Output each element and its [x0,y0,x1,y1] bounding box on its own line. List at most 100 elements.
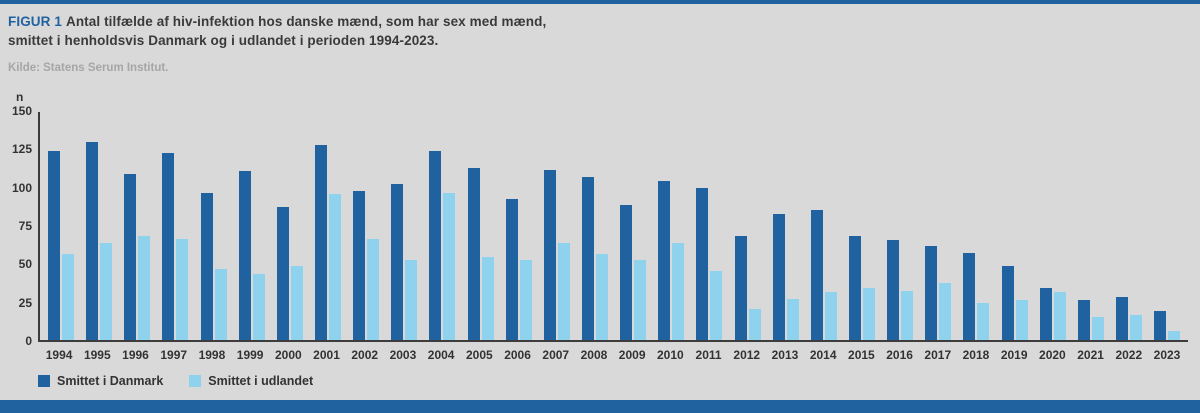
bar-smittet-i-danmark-2013 [772,214,785,340]
x-axis-label-2016: 2016 [886,348,913,362]
bar-smittet-i-danmark-2001 [315,145,328,340]
x-axis-label-2001: 2001 [313,348,340,362]
x-axis-label-2023: 2023 [1153,348,1181,362]
bar-smittet-i-danmark-2000 [276,206,289,340]
bar-group-2018 [957,112,995,340]
x-axis-label-1998: 1998 [198,348,226,362]
bar-smittet-i-udlandet-1996 [138,235,151,340]
bar-group-2015 [843,112,881,340]
y-axis-tick-label: 25 [18,295,32,310]
bar-group-1996 [118,112,156,340]
bar-group-2003 [385,112,423,340]
bar-group-2001 [309,112,347,340]
bar-smittet-i-udlandet-2008 [596,254,609,340]
legend-swatch [38,375,50,387]
x-axis-label-2020: 2020 [1039,348,1066,362]
x-axis-label-2015: 2015 [848,348,875,362]
x-axis-label-2014: 2014 [809,348,837,362]
bar-smittet-i-danmark-2016 [887,240,900,340]
bar-smittet-i-danmark-1997 [162,152,175,340]
bars-container [40,112,1188,340]
bar-smittet-i-udlandet-2012 [748,309,761,340]
bar-smittet-i-udlandet-2003 [405,260,418,340]
legend: Smittet i Danmark Smittet i udlandet [38,374,313,388]
bar-smittet-i-danmark-2017 [925,246,938,340]
bar-group-2002 [347,112,385,340]
bar-smittet-i-danmark-2008 [582,177,595,340]
bar-smittet-i-udlandet-2020 [1053,292,1066,340]
bar-smittet-i-udlandet-2018 [977,303,990,340]
bar-smittet-i-danmark-2007 [543,169,556,340]
bar-smittet-i-udlandet-2011 [710,271,723,340]
bar-group-2017 [919,112,957,340]
bar-group-2009 [614,112,652,340]
bar-smittet-i-danmark-2009 [620,205,633,340]
x-axis-label-1997: 1997 [160,348,188,362]
bar-smittet-i-danmark-2004 [429,151,442,340]
chart-header: FIGUR 1 Antal tilfælde af hiv-infektion h… [8,12,1192,74]
x-axis-label-2013: 2013 [771,348,799,362]
bar-smittet-i-danmark-2011 [696,188,709,340]
x-axis-label-2010: 2010 [657,348,684,362]
bar-smittet-i-udlandet-1997 [176,238,189,340]
bar-smittet-i-danmark-2010 [658,180,671,340]
y-axis-tick-label: 125 [11,142,32,157]
bar-chart: 0 25 50 75 100 125 150 1994 1995 1996 1997 1998 199… [8,104,1188,402]
bottom-accent-bar [0,400,1200,413]
top-accent-bar [0,0,1200,4]
y-axis-tick-label: 0 [25,334,32,348]
bar-smittet-i-danmark-2002 [353,191,366,340]
bar-group-1997 [156,112,194,340]
figure-label: FIGUR 1 [8,14,62,29]
bar-smittet-i-udlandet-2015 [863,287,876,340]
chart-title-text: Antal tilfælde af hiv-infektion hos dans… [65,14,547,29]
bar-group-2014 [805,112,843,340]
chart-title-line1: FIGUR 1 Antal tilfælde af hiv-infektion h… [8,12,1192,31]
x-axis-label-2019: 2019 [1000,348,1028,362]
bar-smittet-i-udlandet-2005 [481,257,494,340]
bar-smittet-i-udlandet-2021 [1091,317,1104,340]
x-axis-label-1995: 1995 [83,348,111,362]
source-text: Kilde: Statens Serum Institut. [8,62,169,74]
bar-smittet-i-danmark-2015 [849,235,862,340]
legend-swatch [189,375,202,387]
bar-group-1998 [195,112,233,340]
bar-smittet-i-udlandet-2007 [557,243,570,340]
bar-smittet-i-udlandet-2002 [367,238,380,340]
bar-smittet-i-danmark-1996 [124,174,137,340]
bar-group-2005 [462,112,500,340]
bar-smittet-i-danmark-2022 [1116,297,1128,340]
bar-smittet-i-danmark-2014 [810,209,823,340]
bar-smittet-i-udlandet-1999 [252,274,265,340]
x-axis-label-2007: 2007 [542,348,570,362]
x-axis-label-2002: 2002 [351,348,379,362]
bar-smittet-i-danmark-2021 [1077,300,1090,340]
x-axis-label-2005: 2005 [465,348,493,362]
bar-smittet-i-udlandet-1995 [100,243,113,340]
plot-area [38,112,1188,342]
bar-smittet-i-danmark-1999 [238,171,251,340]
bar-group-2007 [538,112,576,340]
x-axis-label-2009: 2009 [618,348,646,362]
x-axis-label-2021: 2021 [1077,348,1104,362]
y-axis-tick-label: 50 [18,257,32,272]
x-axis-label-2011: 2011 [695,348,722,362]
bar-group-1995 [80,112,118,340]
bar-group-2019 [996,112,1034,340]
bar-group-2004 [423,112,461,340]
bar-smittet-i-udlandet-2017 [939,283,952,340]
x-axis-label-2012: 2012 [733,348,761,362]
bar-smittet-i-danmark-2005 [467,168,480,340]
x-axis-label-2004: 2004 [427,348,455,362]
bar-smittet-i-udlandet-2014 [824,292,837,340]
x-axis-label-2017: 2017 [924,348,952,362]
bar-smittet-i-danmark-1998 [200,192,213,340]
bar-group-2023 [1148,112,1186,340]
legend-item-smittet-i-danmark: Smittet i Danmark [38,374,163,388]
bar-smittet-i-danmark-2006 [505,198,518,340]
x-axis-label-2018: 2018 [962,348,990,362]
x-axis-label-2003: 2003 [389,348,417,362]
bar-smittet-i-danmark-2012 [734,235,747,340]
legend-label: Smittet i udlandet [208,374,314,388]
